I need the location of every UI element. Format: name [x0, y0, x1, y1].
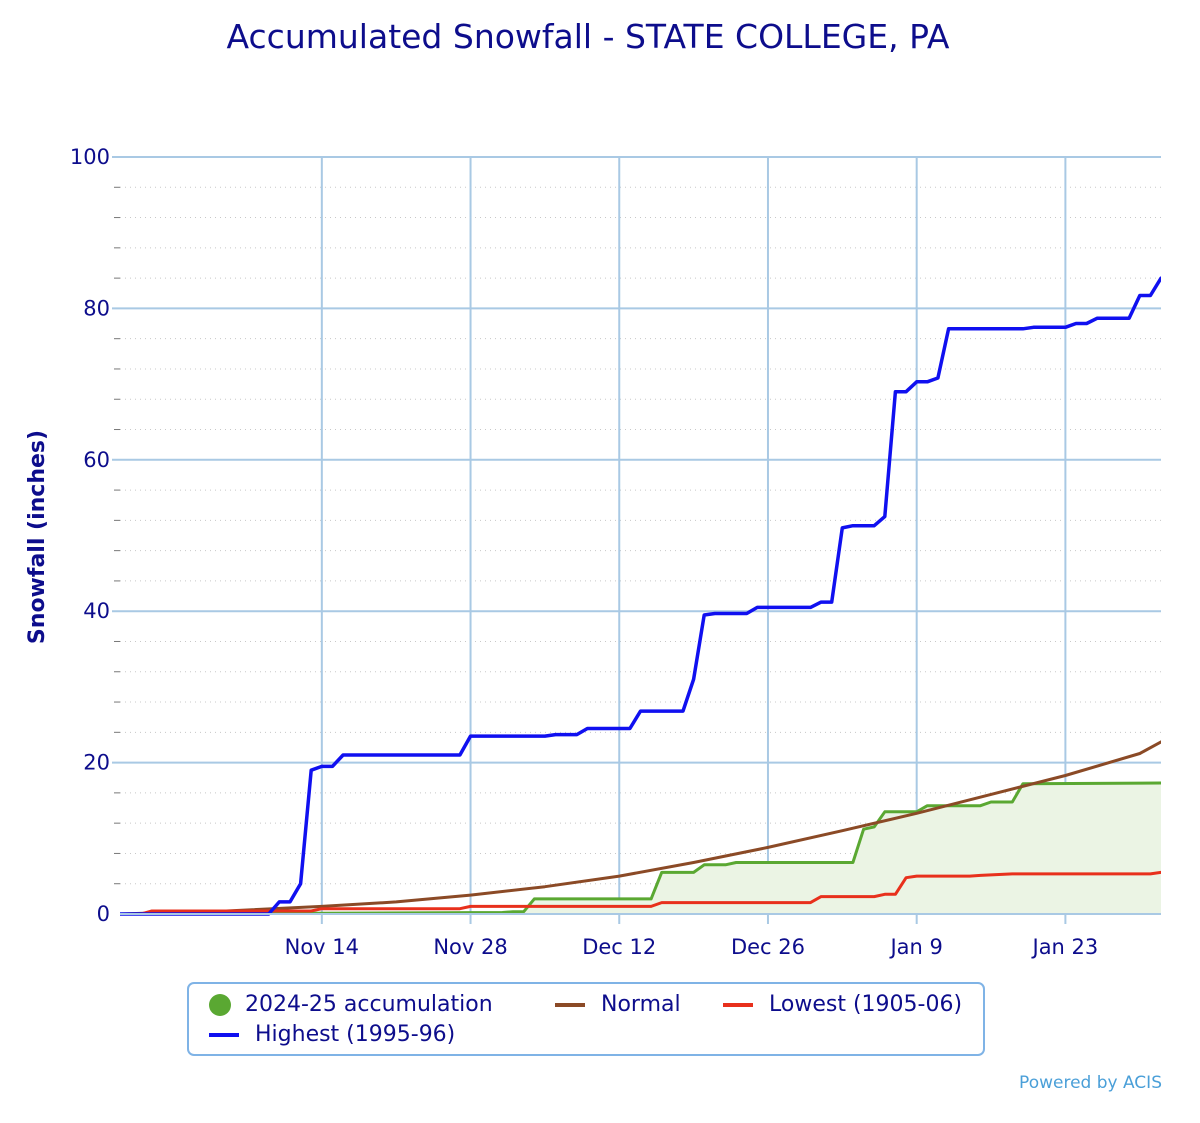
legend-label-accumulation: 2024-25 accumulation	[245, 992, 493, 1017]
x-tick-label: Jan 23	[1031, 935, 1099, 959]
chart-title: Accumulated Snowfall - STATE COLLEGE, PA	[227, 17, 950, 56]
legend-item-lowest[interactable]: Lowest (1905-06)	[723, 992, 962, 1017]
x-tick-label: Jan 9	[888, 935, 942, 959]
line-lowest-1905-06	[120, 870, 1161, 916]
legend-swatch-lowest	[723, 1002, 753, 1007]
x-tick-label: Dec 12	[582, 935, 656, 959]
legend-label-lowest: Lowest (1905-06)	[769, 992, 963, 1017]
y-tick-label: 20	[83, 751, 110, 775]
legend-item-highest[interactable]: Highest (1995-96)	[209, 1022, 455, 1047]
y-tick-label: 0	[97, 902, 110, 926]
y-axis-label: Snowfall (inches)	[25, 430, 50, 644]
chart-legend: 2024-25 accumulation Normal Lowest (1905…	[187, 982, 985, 1056]
legend-swatch-accumulation	[209, 993, 231, 1016]
legend-item-normal[interactable]: Normal	[555, 992, 681, 1017]
axes: 0 20 40 60 80 100 Nov 14 Nov 28 Dec 12 Dec 26 Jan …	[70, 145, 1161, 959]
legend-label-highest: Highest (1995-96)	[255, 1022, 456, 1047]
line-normal	[120, 740, 1161, 916]
y-tick-label: 80	[83, 296, 110, 320]
legend-swatch-highest	[209, 1032, 239, 1037]
x-tick-label: Nov 14	[285, 935, 359, 959]
y-tick-label: 60	[83, 448, 110, 472]
y-tick-label: 40	[83, 599, 110, 623]
powered-by-credit[interactable]: Powered by ACIS	[1019, 1073, 1162, 1093]
y-tick-label: 100	[70, 145, 110, 169]
x-tick-label: Nov 28	[433, 935, 507, 959]
legend-swatch-normal	[555, 1002, 585, 1007]
legend-item-accumulation[interactable]: 2024-25 accumulation	[209, 992, 493, 1017]
area-fills	[120, 783, 1161, 914]
x-tick-label: Dec 26	[731, 935, 805, 959]
area-2024-25-accumulation	[120, 783, 1161, 914]
line-highest-1995-96	[120, 276, 1161, 916]
legend-label-normal: Normal	[601, 992, 681, 1017]
series-lines	[120, 276, 1161, 916]
